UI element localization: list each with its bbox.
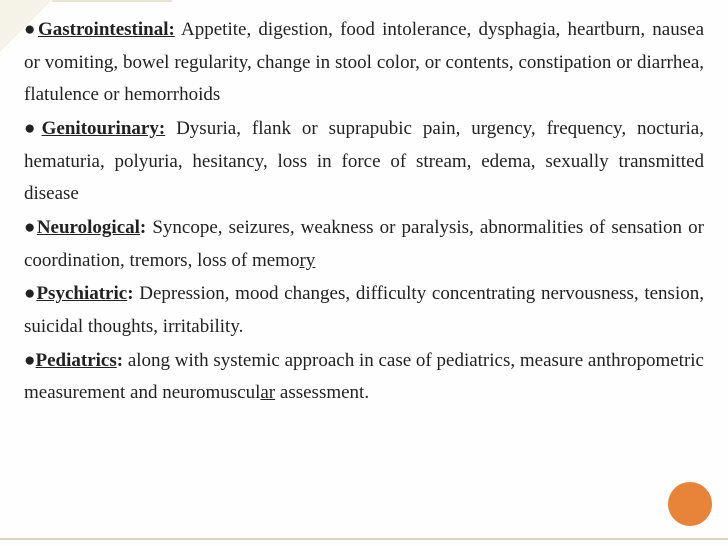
slide-content: ●Gastrointestinal: Appetite, digestion, … [24,14,704,410]
list-item: ●Pediatrics: along with systemic approac… [24,345,704,410]
item-heading: Genitourinary: [42,118,166,139]
bullet-icon: ● [24,118,42,139]
bullet-icon: ● [24,217,37,238]
slide-container: ●Gastrointestinal: Appetite, digestion, … [0,0,728,546]
list-item: ●Genitourinary: Dysuria, flank or suprap… [24,113,704,211]
item-body: along with systemic approach in case of … [24,350,704,404]
item-heading: Psychiatric [36,283,127,304]
item-heading: Gastrointestinal: [38,19,175,40]
bullet-icon: ● [24,283,36,304]
item-heading: Neurological [37,217,140,238]
bullet-icon: ● [24,350,35,371]
item-heading: Pediatrics [35,350,116,371]
list-item: ●Psychiatric: Depression, mood changes, … [24,278,704,343]
accent-circle-icon [668,482,712,526]
list-item: ●Gastrointestinal: Appetite, digestion, … [24,14,704,112]
border-decoration-bottom [0,538,728,540]
list-item: ●Neurological: Syncope, seizures, weakne… [24,212,704,277]
border-decoration-top [52,0,172,2]
bullet-icon: ● [24,19,38,40]
